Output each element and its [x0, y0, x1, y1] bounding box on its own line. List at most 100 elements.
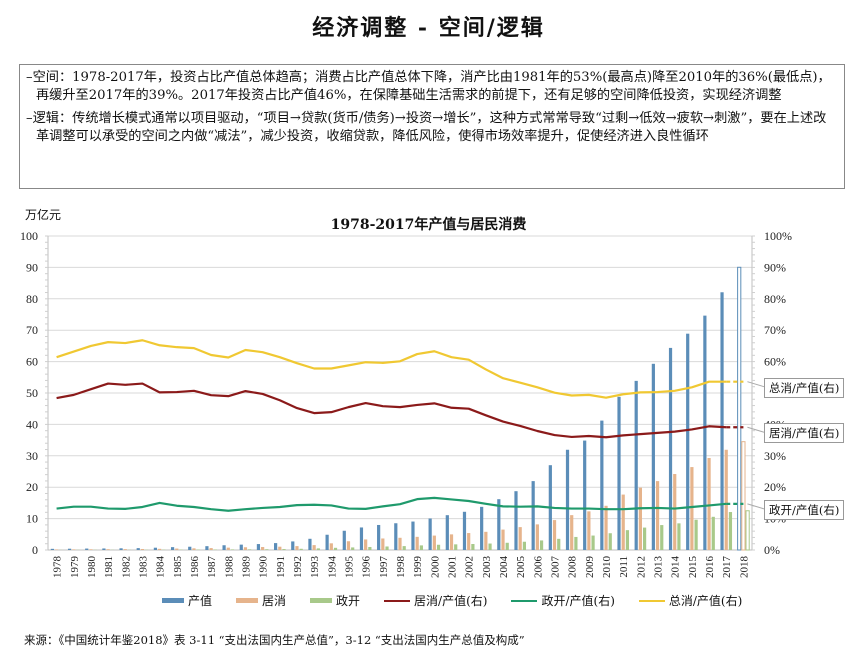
- x-tick-label: 1993: [309, 556, 321, 579]
- bar-gdp: [274, 543, 278, 550]
- bar-household: [346, 541, 351, 550]
- x-tick-label: 2016: [704, 556, 716, 579]
- bar-gdp: [737, 266, 742, 551]
- bar-household: [312, 545, 316, 550]
- bar-government: [608, 533, 612, 550]
- bar-gdp: [497, 499, 501, 550]
- x-tick-label: 1979: [69, 556, 81, 579]
- y-tick-label-right: 100%: [764, 229, 792, 243]
- legend-swatch-government: [310, 598, 333, 603]
- bar-government: [505, 542, 509, 550]
- bar-government: [471, 544, 475, 550]
- callout-government-spending: 政开/产值(右): [764, 499, 845, 520]
- x-tick-label: 1983: [137, 556, 149, 579]
- bar-household: [192, 548, 196, 550]
- bar-gdp: [720, 292, 724, 550]
- x-tick-label: 2008: [567, 556, 579, 579]
- legend-label-household-ratio: 居消/产值(右): [414, 594, 488, 608]
- legend-label-total-ratio: 总消/产值(右): [668, 594, 743, 608]
- y-tick-label-right: 80%: [764, 292, 786, 306]
- x-tick-label: 1997: [378, 556, 390, 579]
- bar-gdp: [634, 380, 638, 550]
- bar-gdp: [325, 534, 329, 550]
- bar-gdp: [291, 541, 295, 550]
- bar-government: [419, 545, 423, 550]
- legend-swatch-gdp: [162, 598, 184, 603]
- chart: 00%1010%2020%3030%4040%5050%6060%7070%80…: [20, 229, 792, 579]
- bar-government: [488, 543, 492, 550]
- x-tick-label: 2006: [532, 556, 544, 579]
- bar-household: [724, 449, 728, 550]
- bar-gdp: [222, 545, 226, 550]
- x-tick-label: 2004: [498, 556, 510, 579]
- y-axis-unit-label: 万亿元: [25, 208, 62, 222]
- bar-gdp: [85, 548, 89, 550]
- x-tick-label: 1996: [361, 556, 373, 579]
- x-tick-label: 2007: [550, 556, 562, 579]
- x-tick-label: 2018: [738, 556, 750, 579]
- bar-gdp: [119, 548, 123, 550]
- bar-gdp: [480, 506, 484, 550]
- bar-government: [728, 512, 733, 550]
- y-tick-label-left: 90: [26, 260, 38, 274]
- legend-label-household: 居消: [262, 594, 287, 608]
- bar-gdp: [445, 515, 449, 550]
- bar-government: [677, 523, 681, 550]
- legend-label-government: 政开: [336, 594, 361, 608]
- bar-household: [54, 549, 59, 550]
- bar-gdp: [668, 347, 673, 550]
- y-tick-label-left: 20: [26, 480, 38, 494]
- legend-line-government-ratio: [511, 599, 538, 602]
- bar-gdp: [205, 546, 209, 550]
- bar-household: [89, 549, 93, 550]
- bar-government: [591, 535, 595, 550]
- bar-household: [484, 531, 488, 550]
- summary-textbox: –空间：1978-2017年，投资占比产值总体趋高；消费占比产值总体下降，消产比…: [19, 64, 845, 189]
- callout-household-consumption: 居消/产值(右): [764, 423, 845, 444]
- x-tick-label: 1992: [292, 556, 304, 578]
- x-tick-label: 1980: [86, 556, 98, 579]
- bar-gdp: [136, 548, 140, 550]
- callout-total-consumption: 总消/产值(右): [764, 377, 845, 398]
- bar-government: [694, 519, 698, 550]
- y-tick-label-right: 70%: [764, 323, 786, 337]
- bar-household: [638, 487, 642, 550]
- y-tick-label-left: 70: [26, 323, 38, 337]
- bar-gdp: [686, 333, 690, 550]
- bar-government: [248, 549, 252, 550]
- bar-government: [230, 549, 235, 550]
- callout-leader: [747, 381, 765, 388]
- legend: 产值 居消 政开 居消/产值(右) 政开/产值(右) 总消/产值(右): [162, 592, 766, 609]
- legend-item-total-ratio: 总消/产值(右): [638, 592, 743, 609]
- x-tick-label: 2011: [618, 556, 630, 578]
- y-tick-label-left: 40: [26, 417, 38, 431]
- x-tick-label: 2009: [584, 556, 596, 579]
- x-tick-label: 1998: [395, 556, 407, 579]
- x-tick-label: 1987: [206, 556, 218, 579]
- x-tick-label: 1990: [258, 556, 270, 579]
- bar-gdp: [342, 530, 346, 550]
- bar-gdp: [462, 511, 467, 550]
- bar-government: [574, 536, 578, 550]
- bar-gdp: [67, 548, 72, 550]
- bar-household: [707, 457, 711, 550]
- bar-household: [381, 538, 385, 550]
- x-tick-label: 2001: [447, 556, 459, 578]
- bar-gdp: [651, 363, 655, 550]
- bar-government: [522, 541, 526, 550]
- bar-gdp: [239, 544, 243, 550]
- x-tick-label: 2017: [721, 556, 733, 579]
- legend-label-gdp: 产值: [188, 594, 213, 608]
- x-tick-label: 2015: [687, 556, 699, 579]
- bar-household: [329, 543, 333, 550]
- y-tick-label-right: 30%: [764, 449, 786, 463]
- bar-government: [368, 546, 372, 550]
- bar-household: [226, 547, 230, 550]
- bar-government: [711, 516, 715, 550]
- bar-household: [741, 441, 746, 551]
- x-tick-label: 1995: [343, 556, 355, 579]
- bar-gdp: [188, 546, 192, 550]
- y-tick-label-left: 0: [32, 543, 38, 557]
- y-tick-label-left: 60: [26, 355, 38, 369]
- bar-household: [552, 520, 557, 550]
